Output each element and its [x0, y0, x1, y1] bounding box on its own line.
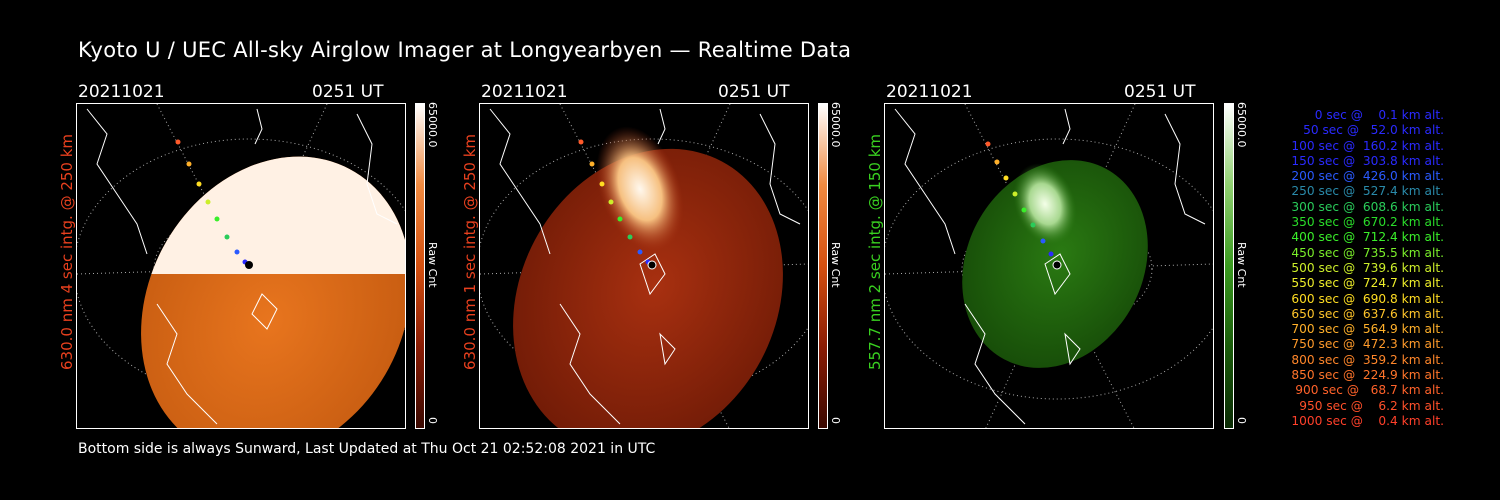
legend-row: 0 sec @ 0.1 km alt.: [1314, 108, 1444, 122]
legend-row: 400 sec @ 712.4 km alt.: [1291, 230, 1444, 245]
panel1-colorbar-max: 65000.0: [426, 102, 439, 148]
legend-row: 850 sec @ 224.9 km alt.: [1291, 368, 1444, 383]
page-title: Kyoto U / UEC All-sky Airglow Imager at …: [78, 38, 852, 62]
panel1-image: [76, 103, 406, 429]
legend-row: 500 sec @ 739.6 km alt.: [1291, 260, 1444, 275]
panel2-colorbar: [818, 103, 828, 429]
panel2-image: [479, 103, 809, 429]
legend-row: 900 sec @ 68.7 km alt.: [1295, 383, 1444, 398]
legend-row: 100 sec @ 160.2 km alt.: [1291, 138, 1444, 153]
panel3-colorbar-max: 65000.0: [1235, 102, 1248, 148]
panel1-ylabel: 630.0 nm 4 sec intg. @ 250 km: [58, 133, 76, 370]
legend-row: 50 sec @ 52.0 km alt.: [1303, 123, 1444, 138]
panel1-date: 20211021: [78, 82, 165, 102]
legend-row: 200 sec @ 426.0 km alt.: [1291, 169, 1444, 184]
panel3-colorbar-label: Raw Cnt: [1235, 242, 1248, 288]
panel3-allsky-map: [885, 104, 1213, 428]
panel3-trajectory: [985, 141, 1062, 270]
legend-row: 950 sec @ 6.2 km alt.: [1299, 398, 1444, 413]
legend-row: 650 sec @ 637.6 km alt.: [1291, 306, 1444, 321]
legend-row: 750 sec @ 472.3 km alt.: [1291, 337, 1444, 352]
legend-row: 800 sec @ 359.2 km alt.: [1291, 352, 1444, 367]
legend-row: 1000 sec @ 0.4 km alt.: [1291, 413, 1444, 428]
trajectory-legend: 0 sec @ 0.1 km alt. 50 sec @ 52.0 km alt.…: [1262, 108, 1444, 429]
panel2-colorbar-label: Raw Cnt: [829, 242, 842, 288]
panel1-colorbar-min: 0: [426, 417, 439, 424]
panel3-time: 0251 UT: [1124, 82, 1196, 102]
panel2-allsky-map: [480, 104, 808, 428]
panel3-colorbar-min: 0: [1235, 417, 1248, 424]
panel1-colorbar-label: Raw Cnt: [426, 242, 439, 288]
panel2-time: 0251 UT: [718, 82, 790, 102]
panel1-time: 0251 UT: [312, 82, 384, 102]
panel2-date: 20211021: [481, 82, 568, 102]
panel3-colorbar: [1224, 103, 1234, 429]
panel3-date: 20211021: [886, 82, 973, 102]
legend-row: 450 sec @ 735.5 km alt.: [1291, 245, 1444, 260]
panel2-colorbar-min: 0: [829, 417, 842, 424]
legend-row: 250 sec @ 527.4 km alt.: [1291, 184, 1444, 199]
legend-row: 550 sec @ 724.7 km alt.: [1291, 276, 1444, 291]
panel1-colorbar: [415, 103, 425, 429]
panel2-trajectory: [578, 139, 657, 270]
panel2-ylabel: 630.0 nm 1 sec intg. @ 250 km: [461, 133, 479, 370]
panel3-image: [884, 103, 1214, 429]
footer-note: Bottom side is always Sunward, Last Upda…: [78, 441, 656, 457]
panel2-colorbar-max: 65000.0: [829, 102, 842, 148]
panel3-ylabel: 557.7 nm 2 sec intg. @ 150 km: [866, 133, 884, 370]
panel1-trajectory: [175, 139, 253, 269]
legend-row: 350 sec @ 670.2 km alt.: [1291, 215, 1444, 230]
panel1-allsky-map: [77, 104, 405, 428]
legend-row: 300 sec @ 608.6 km alt.: [1291, 199, 1444, 214]
legend-row: 700 sec @ 564.9 km alt.: [1291, 322, 1444, 337]
legend-row: 600 sec @ 690.8 km alt.: [1291, 291, 1444, 306]
legend-row: 150 sec @ 303.8 km alt.: [1291, 153, 1444, 168]
